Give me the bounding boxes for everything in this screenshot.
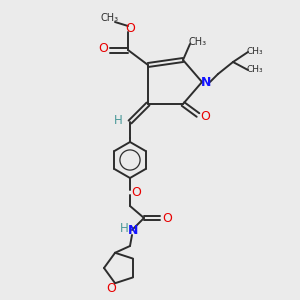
Text: CH₃: CH₃ [189,37,207,47]
Text: O: O [98,43,108,56]
Text: CH₃: CH₃ [247,47,263,56]
Text: H: H [114,113,122,127]
Text: CH₃: CH₃ [247,65,263,74]
Text: O: O [131,185,141,199]
Text: O: O [106,282,116,295]
Text: H: H [120,221,128,235]
Text: O: O [162,212,172,224]
Text: N: N [128,224,138,238]
Text: CH₃: CH₃ [101,13,119,23]
Text: N: N [201,76,211,88]
Text: O: O [200,110,210,124]
Text: O: O [125,22,135,35]
